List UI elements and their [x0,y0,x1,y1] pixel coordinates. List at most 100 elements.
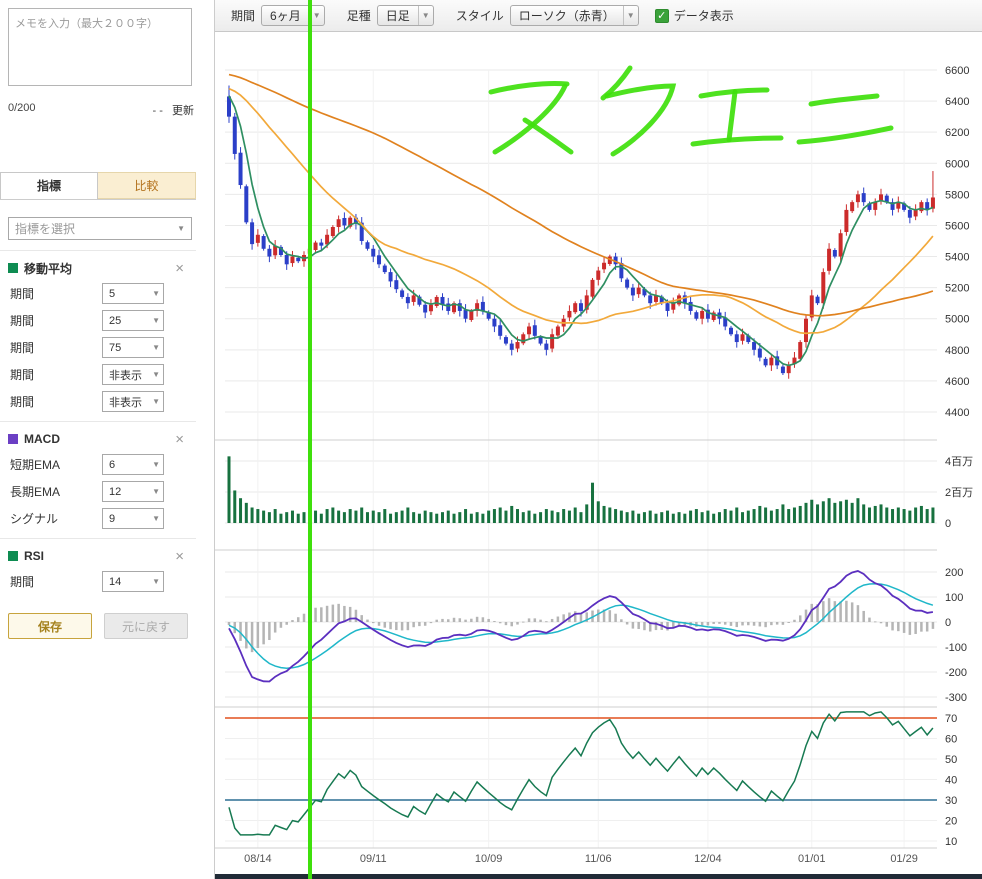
sidebar: 0/200 - - 更新 指標 比較 指標を選択 ▼ 移動平均 × 期間 [0,0,215,879]
memo-input[interactable] [8,8,192,86]
svg-text:6000: 6000 [945,158,969,170]
caret-down-icon: ▼ [622,6,638,25]
close-icon[interactable]: × [175,430,184,448]
sidebar-tabs: 指標 比較 [0,172,196,200]
svg-text:5600: 5600 [945,220,969,232]
indicator-card-moving-average: 移動平均 × 期間 5 ▼ 期間 25 ▼ [0,250,196,421]
volume-layer [227,456,935,523]
param-select-macd-signal[interactable]: 9 ▼ [102,508,164,529]
svg-text:5000: 5000 [945,314,969,326]
drawn-vertical-line-annotation[interactable] [308,0,312,879]
param-label: 期間 [10,341,35,355]
data-display-label: データ表示 [673,9,734,23]
svg-text:09/11: 09/11 [360,853,387,865]
bar-type-value: 日足 [385,9,410,23]
svg-text:0: 0 [945,518,951,530]
param-row: 期間 非表示 ▼ [8,361,188,388]
period-dropdown[interactable]: 6ヶ月 ▼ [261,5,325,26]
chart-canvas[interactable]: 6600640062006000580056005400520050004800… [215,32,982,879]
param-select-ma3[interactable]: 75 ▼ [102,337,164,358]
svg-text:2百万: 2百万 [945,487,973,499]
svg-text:40: 40 [945,775,957,787]
indicator-select[interactable]: 指標を選択 ▼ [8,217,192,240]
indicator-select-value: 指標を選択 [15,222,76,236]
param-select-ma2[interactable]: 25 ▼ [102,310,164,331]
caret-down-icon: ▼ [152,514,160,523]
caret-down-icon: ▼ [152,289,160,298]
param-value: 6 [109,458,116,471]
handwritten-annotation-layer[interactable] [488,65,894,157]
param-select-rsi-period[interactable]: 14 ▼ [102,571,164,592]
memo-counter: 0/200 [8,102,36,114]
param-select-ma5[interactable]: 非表示 ▼ [102,391,164,412]
period-label: 期間 [231,9,256,23]
bar-type-dropdown[interactable]: 日足 ▼ [376,5,434,26]
tab-compare[interactable]: 比較 [98,172,196,199]
svg-text:100: 100 [945,592,963,604]
param-row: 期間 75 ▼ [8,334,188,361]
param-value: 非表示 [109,396,142,409]
svg-text:50: 50 [945,754,957,766]
data-display-checkbox[interactable]: ✓ [654,8,669,23]
bar-type-label: 足種 [346,9,371,23]
svg-text:-100: -100 [945,642,967,654]
caret-down-icon: ▼ [152,343,160,352]
caret-down-icon: ▼ [152,316,160,325]
svg-text:6400: 6400 [945,96,969,108]
param-label: 期間 [10,314,35,328]
close-icon[interactable]: × [175,547,184,565]
param-value: 14 [109,575,122,588]
param-select-ma1[interactable]: 5 ▼ [102,283,164,304]
svg-text:70: 70 [945,713,957,725]
close-icon[interactable]: × [175,259,184,277]
indicator-cards: 移動平均 × 期間 5 ▼ 期間 25 ▼ [0,250,196,639]
svg-text:6200: 6200 [945,127,969,139]
style-dropdown[interactable]: ローソク（赤青） ▼ [509,5,639,26]
svg-text:0: 0 [945,617,951,629]
reset-button[interactable]: 元に戻す [104,613,188,639]
svg-text:-300: -300 [945,692,967,704]
param-select-ma4[interactable]: 非表示 ▼ [102,364,164,385]
param-select-macd-fast[interactable]: 6 ▼ [102,454,164,475]
svg-text:10: 10 [945,836,957,848]
param-row: 短期EMA 6 ▼ [8,451,188,478]
grid-layer [215,69,937,849]
indicator-card-rsi: RSI × 期間 14 ▼ [0,538,196,601]
param-row: 長期EMA 12 ▼ [8,478,188,505]
param-row: 期間 14 ▼ [8,568,188,595]
svg-text:12/04: 12/04 [694,853,722,865]
caret-down-icon: ▼ [417,6,433,25]
caret-down-icon: ▼ [152,370,160,379]
check-icon: ✓ [657,9,667,22]
svg-text:01/01: 01/01 [798,853,826,865]
svg-text:5400: 5400 [945,252,969,264]
param-value: 25 [109,314,122,327]
chart-scrollbar[interactable] [215,874,982,879]
style-label: スタイル [455,9,504,23]
param-value: 9 [109,512,116,525]
param-row: 期間 25 ▼ [8,307,188,334]
param-select-macd-slow[interactable]: 12 ▼ [102,481,164,502]
svg-text:4百万: 4百万 [945,456,973,468]
svg-text:01/29: 01/29 [890,853,918,865]
chart-toolbar: 期間 6ヶ月 ▼ 足種 日足 ▼ スタイル ローソク（赤青） ▼ ✓ データ表示 [215,0,982,32]
style-value: ローソク（赤青） [518,9,615,23]
caret-down-icon: ▼ [152,460,160,469]
param-row: 期間 非表示 ▼ [8,388,188,415]
param-value: 12 [109,485,122,498]
axis-labels-layer: 6600640062006000580056005400520050004800… [945,65,973,848]
caret-down-icon: ▼ [177,224,185,233]
param-row: シグナル 9 ▼ [8,505,188,532]
save-button[interactable]: 保存 [8,613,92,639]
memo-update-button[interactable]: 更新 [172,105,194,117]
svg-text:20: 20 [945,816,957,828]
svg-text:4400: 4400 [945,407,969,419]
memo-meta: 0/200 - - 更新 [8,102,194,118]
param-label: 期間 [10,575,35,589]
period-value: 6ヶ月 [270,9,301,23]
svg-text:200: 200 [945,567,963,579]
tab-indicators[interactable]: 指標 [0,172,98,199]
param-label: 期間 [10,287,35,301]
svg-text:10/09: 10/09 [475,853,503,865]
